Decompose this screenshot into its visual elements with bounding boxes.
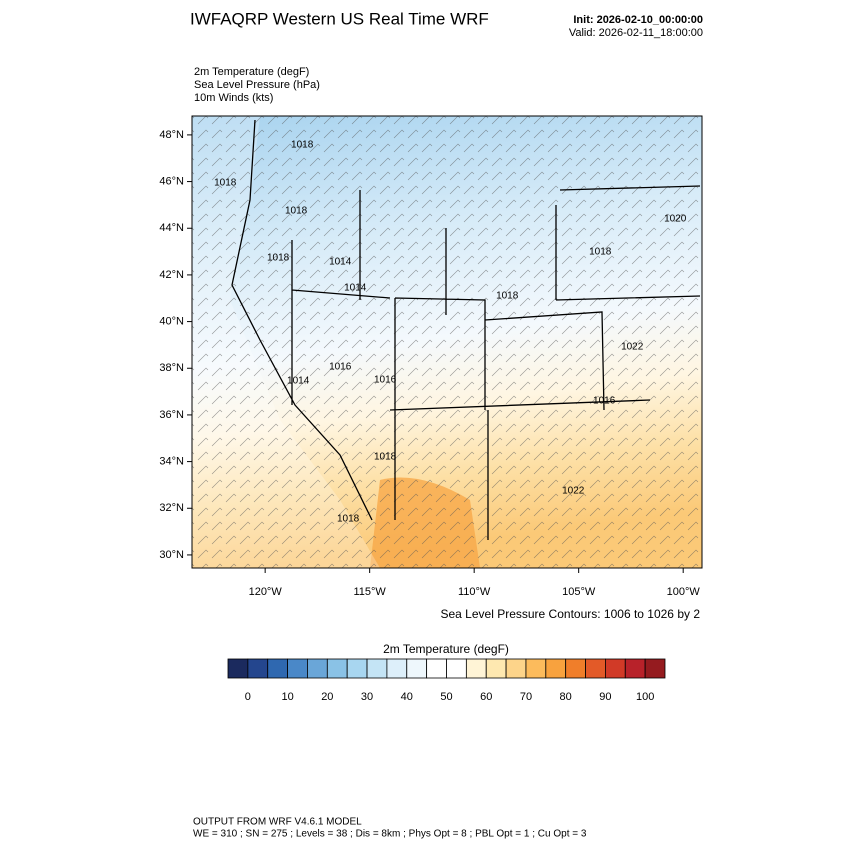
- colorbar-swatch: [406, 658, 428, 679]
- lat-tick-label: 32°N: [159, 502, 184, 514]
- contour-label: 1016: [593, 396, 616, 407]
- contour-label: 1018: [285, 206, 308, 217]
- colorbar-swatch: [386, 658, 408, 679]
- lat-tick-label: 44°N: [159, 222, 184, 234]
- lat-tick-label: 38°N: [159, 362, 184, 374]
- colorbar-swatch: [605, 658, 626, 679]
- colorbar-swatch: [565, 658, 586, 679]
- colorbar-tick-label: 10: [281, 691, 293, 703]
- colorbar-tick-label: 90: [599, 691, 611, 703]
- colorbar-swatch: [366, 658, 388, 679]
- wind-barbs: [192, 116, 702, 568]
- contour-label: 1014: [287, 375, 310, 386]
- contour-label: 1018: [214, 178, 237, 189]
- contour-label: 1018: [291, 140, 314, 151]
- lat-tick-label: 40°N: [159, 315, 184, 327]
- contour-label: 1018: [374, 452, 397, 463]
- colorbar-tick-label: 60: [480, 691, 492, 703]
- lon-tick-label: 120°W: [249, 586, 283, 598]
- colorbar-swatch: [485, 658, 507, 679]
- colorbar-tick-label: 20: [321, 691, 333, 703]
- contour-label: 1014: [344, 283, 367, 294]
- colorbar-tick-label: 80: [560, 691, 572, 703]
- colorbar-swatch: [545, 658, 567, 679]
- colorbar-swatch: [446, 658, 467, 679]
- contour-label: 1018: [496, 291, 519, 302]
- lat-tick-label: 30°N: [159, 549, 184, 561]
- colorbar-swatch: [644, 658, 666, 679]
- lon-tick-label: 100°W: [667, 586, 701, 598]
- colorbar-swatch: [227, 658, 249, 679]
- colorbar-swatch: [326, 658, 348, 679]
- colorbar-swatch: [585, 658, 606, 679]
- colorbar-tick-label: 50: [440, 691, 452, 703]
- colorbar-tick-label: 70: [520, 691, 532, 703]
- colorbar-tick-label: 0: [245, 691, 251, 703]
- map-field: [192, 116, 702, 568]
- contour-label: 1016: [329, 361, 352, 372]
- contour-label: 1020: [664, 214, 687, 225]
- colorbar-tick-label: 100: [636, 691, 654, 703]
- footer-line: WE = 310 ; SN = 275 ; Levels = 38 ; Dis …: [193, 829, 587, 840]
- lat-tick-label: 36°N: [159, 409, 184, 421]
- field-label: 2m Temperature (degF): [194, 66, 309, 78]
- init-time: Init: 2026-02-10_00:00:00: [573, 14, 703, 26]
- colorbar-swatch: [505, 658, 527, 679]
- contour-label: 1018: [267, 253, 290, 264]
- lat-tick-label: 48°N: [159, 129, 184, 141]
- contour-label: 1022: [621, 341, 644, 352]
- valid-time: Valid: 2026-02-11_18:00:00: [569, 27, 703, 39]
- contour-label: 1022: [562, 486, 585, 497]
- state-borders: [231, 119, 701, 540]
- colorbar-swatch: [346, 658, 368, 679]
- footer-line: OUTPUT FROM WRF V4.6.1 MODEL: [193, 817, 362, 828]
- lon-tick-label: 110°W: [458, 586, 491, 598]
- colorbar-swatch: [465, 658, 487, 679]
- colorbar-swatch: [525, 658, 547, 679]
- contour-note: Sea Level Pressure Contours: 1006 to 102…: [441, 607, 701, 621]
- contour-label: 1018: [337, 514, 360, 525]
- contour-label: 1014: [329, 256, 352, 267]
- contour-label: 1018: [589, 246, 612, 257]
- title: IWFAQRP Western US Real Time WRF: [190, 9, 489, 28]
- field-label: 10m Winds (kts): [194, 92, 273, 104]
- colorbar-swatch: [426, 658, 447, 679]
- colorbar-swatch: [247, 658, 269, 679]
- colorbar-swatch: [624, 658, 646, 679]
- colorbar-title: 2m Temperature (degF): [383, 642, 509, 656]
- contour-label: 1016: [374, 375, 397, 386]
- field-label: Sea Level Pressure (hPa): [194, 79, 320, 91]
- colorbar-swatch: [287, 658, 308, 679]
- lat-tick-label: 34°N: [159, 455, 184, 467]
- lon-tick-label: 115°W: [353, 586, 386, 598]
- colorbar-tick-label: 30: [361, 691, 373, 703]
- lon-tick-label: 105°W: [562, 586, 596, 598]
- map-frame: [191, 115, 703, 569]
- lat-tick-label: 42°N: [159, 269, 184, 281]
- colorbar-tick-label: 40: [401, 691, 413, 703]
- colorbar-swatch: [267, 658, 288, 679]
- lat-tick-label: 46°N: [159, 175, 184, 187]
- colorbar-swatch: [307, 658, 328, 679]
